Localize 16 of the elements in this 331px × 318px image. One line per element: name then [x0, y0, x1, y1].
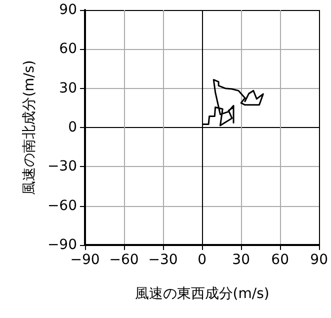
x-tick-label: −60	[109, 252, 139, 268]
x-tick-label: 60	[271, 252, 289, 268]
y-tick-label: −30	[47, 158, 77, 175]
y-axis-title: 風速の南北成分(m/s)	[22, 60, 38, 195]
x-tick-label: −30	[148, 252, 178, 268]
x-tick-label: 30	[232, 252, 250, 268]
x-tick-label: −90	[70, 252, 100, 268]
y-tick-label: 90	[59, 2, 77, 18]
y-tick-label: −60	[47, 198, 77, 214]
y-tick-label: 30	[59, 80, 77, 96]
x-tick-label: 0	[198, 252, 207, 268]
y-tick-label: 0	[68, 120, 77, 136]
x-tick-label: 90	[310, 252, 328, 268]
y-tick-label: 60	[59, 41, 77, 58]
x-axis-title: 風速の東西成分(m/s)	[134, 286, 270, 302]
y-tick-label: −90	[47, 237, 77, 253]
